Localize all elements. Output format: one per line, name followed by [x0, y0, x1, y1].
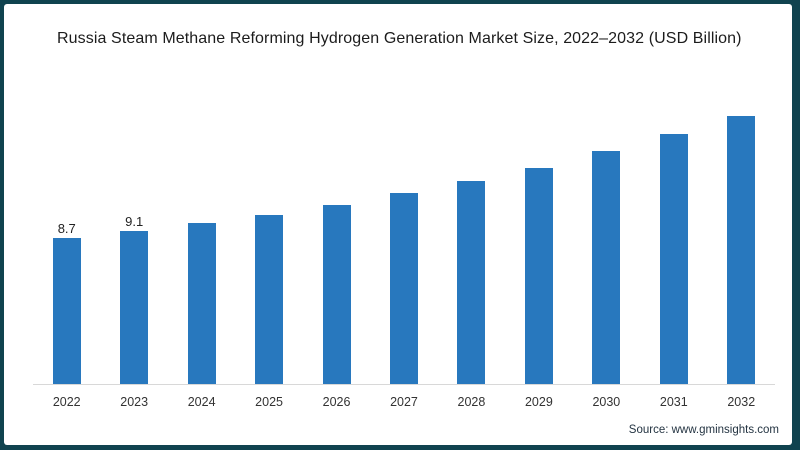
bar-column-2028: [438, 84, 505, 384]
x-tick-2031: 2031: [659, 395, 688, 409]
bar-2025: [255, 215, 284, 384]
x-tick-2029: 2029: [524, 395, 553, 409]
chart-card: Russia Steam Methane Reforming Hydrogen …: [4, 4, 792, 445]
bar-value-label-2023: 9.1: [125, 214, 144, 229]
bar-column-2029: [505, 84, 572, 384]
x-tick-2030: 2030: [592, 395, 621, 409]
x-axis-labels: 2022 2023 2024 2025 2026 2027 2028 2029 2030 2031…: [33, 395, 775, 409]
bar-2022: [52, 238, 81, 384]
bar-column-2030: [573, 84, 640, 384]
bar-2032: [727, 116, 756, 384]
x-tick-2022: 2022: [52, 395, 81, 409]
bar-chart-plot-area: 8.7 9.1: [33, 84, 775, 385]
bar-column-2031: [640, 84, 707, 384]
x-tick-2028: 2028: [457, 395, 486, 409]
bar-2023: [120, 231, 149, 384]
x-tick-2032: 2032: [727, 395, 756, 409]
bar-column-2027: [370, 84, 437, 384]
bar-2027: [389, 193, 418, 384]
chart-title: Russia Steam Methane Reforming Hydrogen …: [57, 30, 742, 47]
bar-2024: [187, 223, 216, 384]
bar-2030: [592, 151, 621, 384]
x-tick-2023: 2023: [120, 395, 149, 409]
bar-column-2023: 9.1: [100, 84, 167, 384]
bar-column-2026: [303, 84, 370, 384]
x-tick-2026: 2026: [322, 395, 351, 409]
x-tick-2027: 2027: [390, 395, 418, 409]
source-label: Source:: [628, 424, 669, 436]
bar-column-2024: [168, 84, 235, 384]
bar-2031: [659, 134, 688, 384]
x-tick-2025: 2025: [255, 395, 283, 409]
x-tick-2024: 2024: [187, 395, 216, 409]
bar-2029: [524, 168, 553, 384]
bar-2028: [457, 181, 486, 384]
bar-column-2022: 8.7: [33, 84, 100, 384]
bar-column-2025: [235, 84, 302, 384]
bar-value-label-2022: 8.7: [57, 221, 76, 236]
source-attribution: Source: www.gminsights.com: [629, 424, 779, 436]
bar-column-2032: [708, 84, 775, 384]
bar-2026: [322, 205, 351, 384]
source-url: www.gminsights.com: [671, 424, 779, 436]
